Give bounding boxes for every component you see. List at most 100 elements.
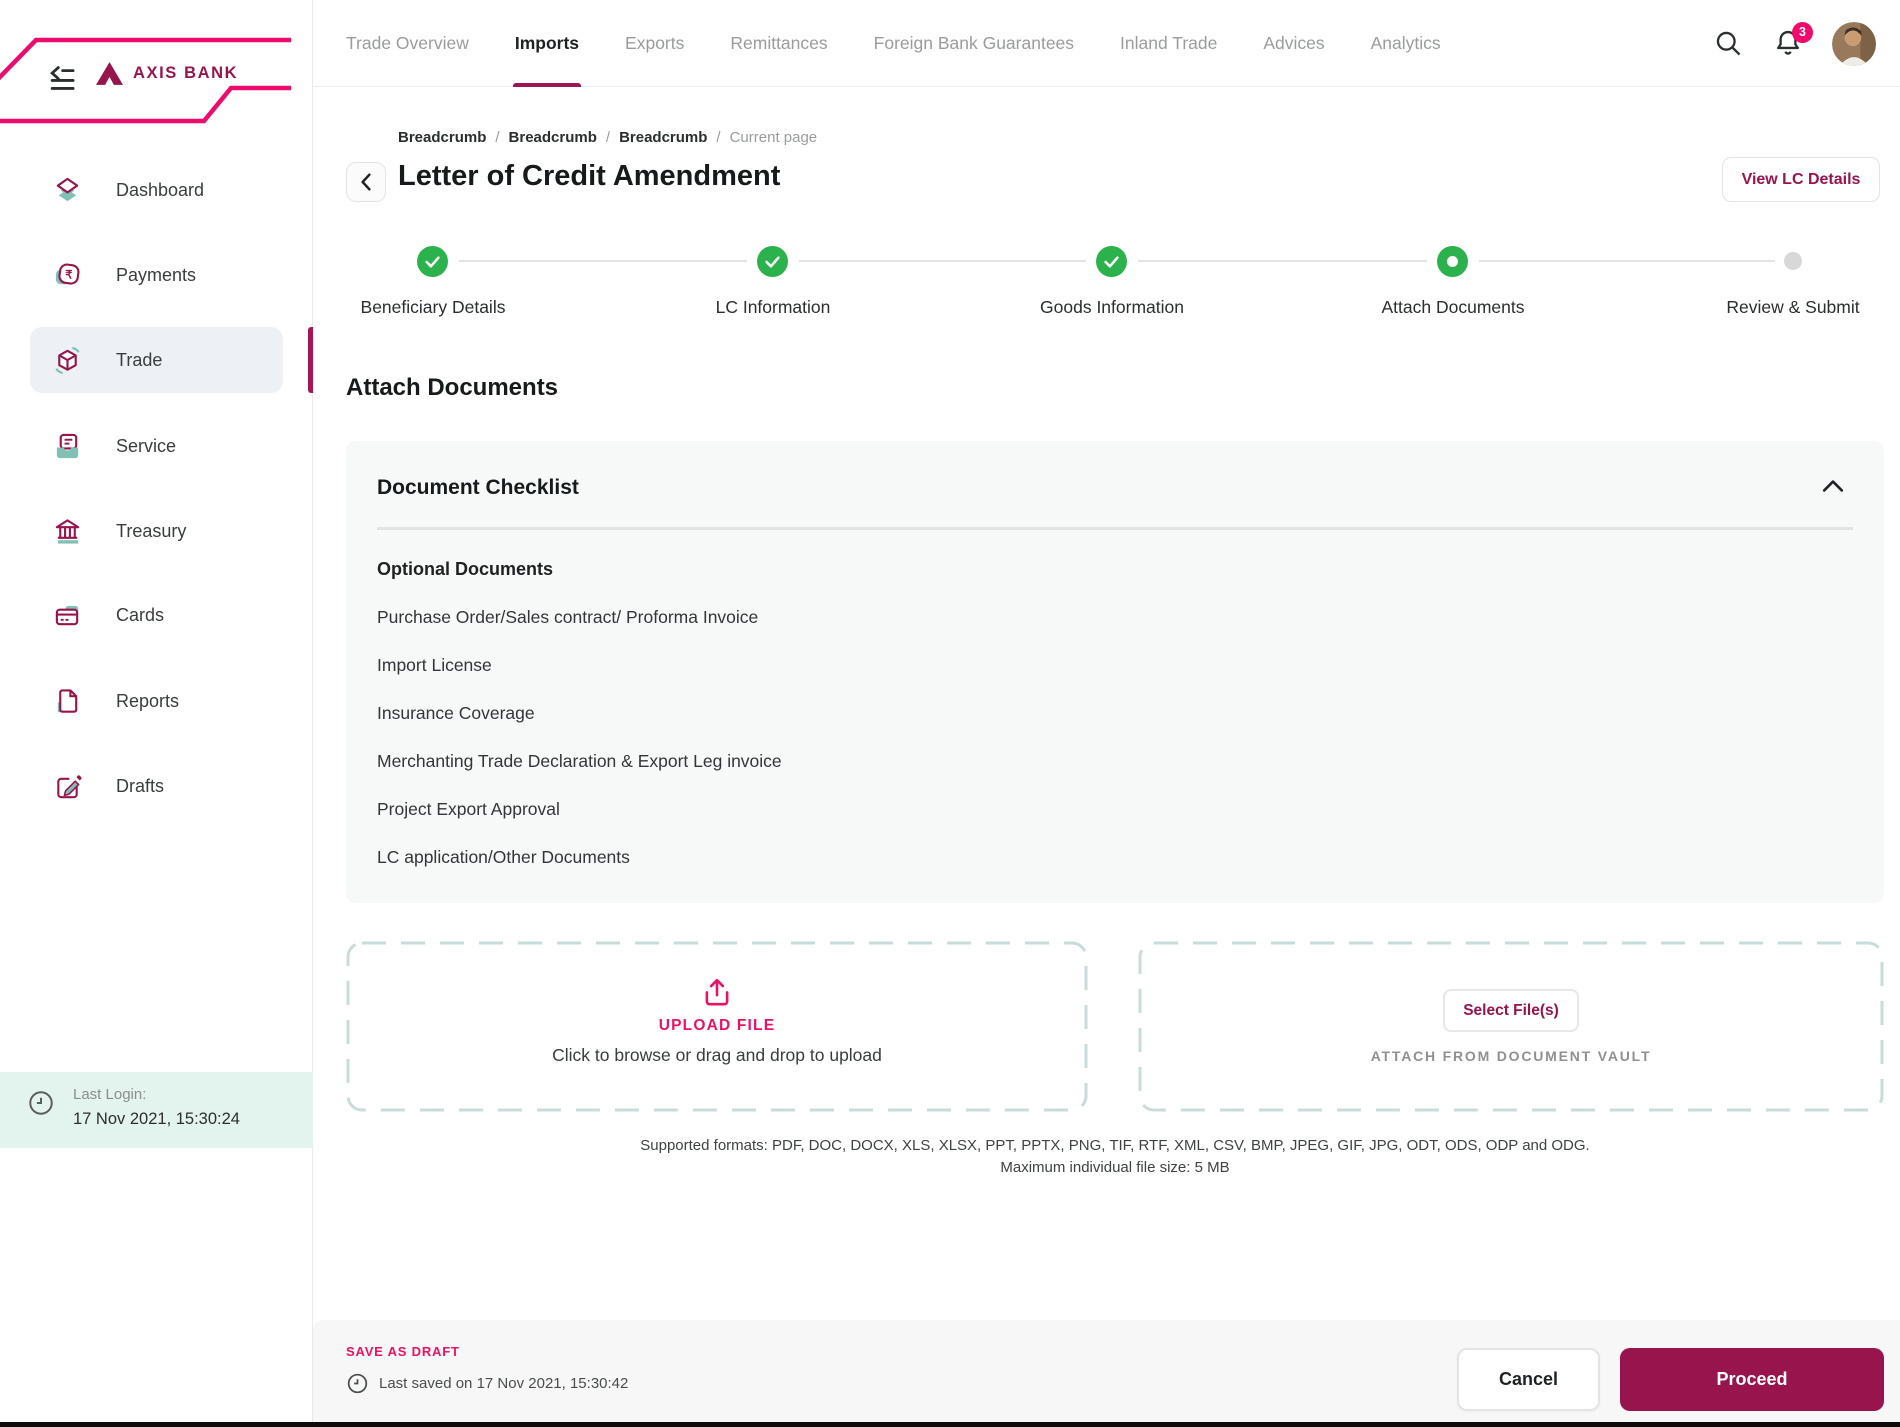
tab-foreign-bank-guarantees[interactable]: Foreign Bank Guarantees [873, 33, 1075, 53]
last-login-panel: Last Login: 17 Nov 2021, 15:30:24 [0, 1072, 313, 1148]
sidebar: AXIS BANK Dashboard ₹ Payments Trade Ser… [0, 0, 313, 1427]
sidebar-item-label: Reports [116, 690, 180, 711]
breadcrumb-separator: / [605, 129, 611, 146]
save-as-draft-button[interactable]: SAVE AS DRAFT [346, 1344, 460, 1359]
proceed-button[interactable]: Proceed [1620, 1348, 1884, 1411]
notifications-bell-icon[interactable]: 3 [1772, 21, 1813, 60]
notification-count-badge: 3 [1792, 21, 1813, 43]
checklist-item: Merchanting Trade Declaration & Export L… [377, 751, 782, 771]
tab-inland-trade[interactable]: Inland Trade [1120, 33, 1218, 53]
trade-icon [55, 346, 80, 374]
clock-icon [29, 1091, 53, 1115]
checklist-item: LC application/Other Documents [377, 847, 630, 867]
drafts-icon [57, 774, 82, 798]
step-connector [1479, 260, 1775, 262]
document-checklist-panel: Document Checklist Optional Documents Pu… [346, 441, 1884, 903]
step-circle-current[interactable] [1437, 246, 1468, 277]
max-file-size-text: Maximum individual file size: 5 MB [1000, 1159, 1230, 1176]
step-label: Review & Submit [1726, 297, 1860, 317]
checklist-item: Import License [377, 655, 492, 675]
page-title: Letter of Credit Amendment [398, 160, 781, 192]
treasury-icon [55, 518, 80, 544]
check-icon [425, 255, 440, 268]
axis-bank-logo: AXIS BANK [96, 62, 238, 85]
document-vault-dropzone[interactable]: Select File(s) ATTACH FROM DOCUMENT VAUL… [1138, 941, 1884, 1112]
step-connector [1138, 260, 1427, 262]
breadcrumb: Breadcrumb / Breadcrumb / Breadcrumb / Current… [398, 129, 817, 146]
breadcrumb-item[interactable]: Breadcrumb [619, 129, 708, 146]
sidebar-header-decoration [0, 37, 291, 124]
step-circle-complete[interactable] [757, 246, 788, 277]
step-circle-complete[interactable] [417, 246, 448, 277]
breadcrumb-separator: / [495, 129, 500, 146]
section-title: Attach Documents [346, 374, 559, 401]
last-saved-status: Last saved on 17 Nov 2021, 15:30:42 [346, 1372, 628, 1395]
sidebar-item-cards[interactable]: Cards [0, 580, 313, 650]
back-button[interactable] [346, 162, 386, 202]
reports-icon [57, 688, 78, 713]
step-label: Beneficiary Details [360, 297, 506, 317]
tab-remittances[interactable]: Remittances [730, 33, 828, 53]
sidebar-item-service[interactable]: Service [0, 411, 313, 481]
step-connector [799, 260, 1086, 262]
tab-trade-overview[interactable]: Trade Overview [346, 33, 469, 53]
breadcrumb-item[interactable]: Breadcrumb [398, 129, 487, 146]
sidebar-item-label: Payments [116, 264, 197, 285]
view-lc-details-button[interactable]: View LC Details [1722, 157, 1880, 202]
payments-icon: ₹ [55, 262, 80, 285]
upload-dropzone[interactable]: UPLOAD FILE Click to browse or drag and … [346, 941, 1088, 1112]
divider [377, 527, 1853, 530]
check-icon [765, 255, 780, 268]
tab-advices[interactable]: Advices [1263, 33, 1325, 53]
breadcrumb-item[interactable]: Breadcrumb [508, 129, 597, 146]
select-files-button[interactable]: Select File(s) [1443, 989, 1579, 1032]
sidebar-item-drafts[interactable]: Drafts [0, 751, 313, 821]
sidebar-item-label: Cards [116, 604, 165, 625]
tab-analytics[interactable]: Analytics [1370, 33, 1441, 53]
sidebar-item-dashboard[interactable]: Dashboard [0, 155, 313, 225]
upload-file-label: UPLOAD FILE [658, 1017, 776, 1034]
sidebar-item-label: Trade [116, 349, 163, 370]
sidebar-item-label: Drafts [116, 775, 165, 796]
breadcrumb-separator: / [716, 129, 721, 146]
sidebar-item-treasury[interactable]: Treasury [0, 496, 313, 566]
last-login-label: Last Login: [73, 1086, 147, 1103]
tab-imports[interactable]: Imports [512, 0, 582, 87]
step-label: Attach Documents [1381, 297, 1525, 317]
nav-tabs: Trade Overview Imports Exports Remittanc… [346, 0, 1441, 87]
check-icon [1104, 255, 1119, 268]
upload-hint: Click to browse or drag and drop to uplo… [552, 1045, 882, 1065]
checklist-item: Purchase Order/Sales contract/ Proforma … [377, 607, 759, 627]
sidebar-item-trade[interactable]: Trade [0, 325, 313, 395]
supported-formats-text: Supported formats: PDF, DOC, DOCX, XLS, … [640, 1137, 1590, 1154]
upload-icon [705, 978, 729, 1006]
nav-actions: 3 [1712, 0, 1876, 87]
cards-icon [55, 605, 79, 625]
axis-logo-icon [96, 62, 123, 85]
sidebar-item-label: Treasury [116, 520, 187, 541]
clock-icon [347, 1373, 368, 1394]
checklist-item: Project Export Approval [377, 799, 560, 819]
tab-exports[interactable]: Exports [625, 33, 685, 53]
chevron-left-icon [361, 173, 371, 191]
sidebar-item-payments[interactable]: ₹ Payments [0, 240, 313, 310]
user-avatar[interactable] [1832, 21, 1876, 66]
step-circle-complete[interactable] [1096, 246, 1127, 277]
footer-action-bar: SAVE AS DRAFT Last saved on 17 Nov 2021,… [313, 1320, 1900, 1427]
sidebar-item-reports[interactable]: Reports [0, 666, 313, 736]
step-circle-upcoming[interactable] [1784, 252, 1802, 270]
sidebar-item-label: Service [116, 435, 177, 456]
current-step-dot [1447, 256, 1458, 267]
chevron-up-icon[interactable] [1822, 479, 1844, 496]
search-icon[interactable] [1712, 28, 1744, 60]
step-label: Goods Information [1040, 297, 1184, 317]
sidebar-collapse-icon[interactable] [46, 62, 78, 94]
cancel-button[interactable]: Cancel [1457, 1348, 1600, 1411]
brand-name: AXIS BANK [133, 64, 239, 82]
checklist-item: Insurance Coverage [377, 703, 535, 723]
panel-title: Document Checklist [377, 476, 579, 499]
attach-from-vault-label: ATTACH FROM DOCUMENT VAULT [1370, 1048, 1652, 1064]
last-login-value: 17 Nov 2021, 15:30:24 [73, 1110, 240, 1128]
active-item-indicator [308, 327, 313, 393]
